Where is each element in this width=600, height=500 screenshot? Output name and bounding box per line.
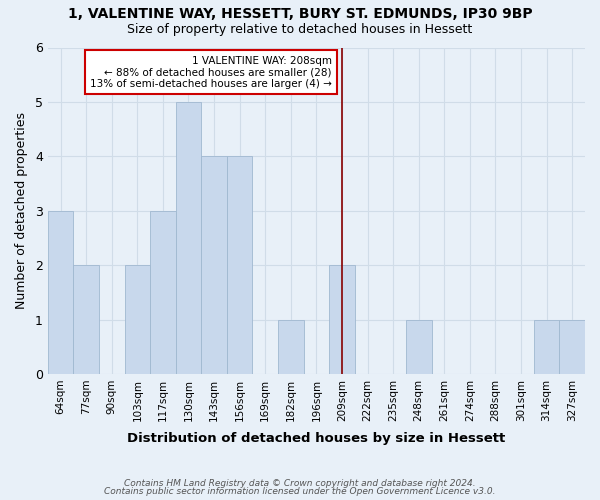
Bar xyxy=(176,102,201,374)
Text: Contains public sector information licensed under the Open Government Licence v3: Contains public sector information licen… xyxy=(104,487,496,496)
Bar xyxy=(125,265,150,374)
Bar xyxy=(150,210,176,374)
Text: Size of property relative to detached houses in Hessett: Size of property relative to detached ho… xyxy=(127,22,473,36)
Bar xyxy=(406,320,431,374)
Text: 1, VALENTINE WAY, HESSETT, BURY ST. EDMUNDS, IP30 9BP: 1, VALENTINE WAY, HESSETT, BURY ST. EDMU… xyxy=(68,8,532,22)
Bar xyxy=(48,210,73,374)
Bar xyxy=(201,156,227,374)
Bar xyxy=(559,320,585,374)
Bar xyxy=(73,265,99,374)
Bar xyxy=(329,265,355,374)
X-axis label: Distribution of detached houses by size in Hessett: Distribution of detached houses by size … xyxy=(127,432,506,445)
Bar xyxy=(534,320,559,374)
Text: 1 VALENTINE WAY: 208sqm
← 88% of detached houses are smaller (28)
13% of semi-de: 1 VALENTINE WAY: 208sqm ← 88% of detache… xyxy=(90,56,332,89)
Bar xyxy=(278,320,304,374)
Text: Contains HM Land Registry data © Crown copyright and database right 2024.: Contains HM Land Registry data © Crown c… xyxy=(124,478,476,488)
Bar xyxy=(227,156,253,374)
Y-axis label: Number of detached properties: Number of detached properties xyxy=(15,112,28,309)
